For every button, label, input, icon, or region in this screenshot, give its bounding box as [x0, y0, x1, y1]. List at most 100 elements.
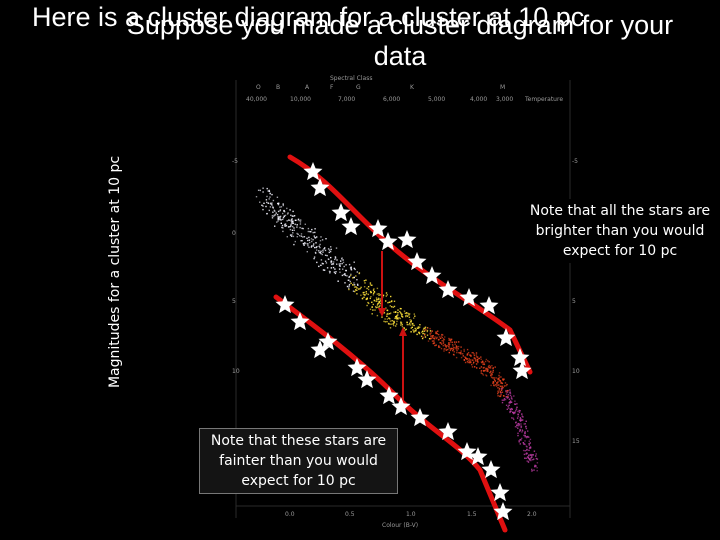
cluster-star-point: [408, 314, 410, 316]
cluster-star-point: [482, 374, 485, 376]
cluster-star-point: [328, 249, 331, 251]
cluster-star-point: [427, 327, 429, 329]
star-marker-icon: [422, 266, 442, 285]
cluster-star-point: [474, 357, 476, 360]
cluster-star-point: [467, 352, 470, 354]
cluster-star-point: [518, 430, 521, 432]
brighter-arrow: [378, 251, 386, 317]
cluster-star-point: [468, 359, 470, 362]
cluster-star-point: [439, 346, 441, 348]
cluster-star-point: [430, 337, 432, 340]
cluster-star-point: [400, 314, 403, 316]
cluster-star-point: [284, 223, 286, 226]
cluster-star-point: [529, 438, 532, 441]
cluster-star-point: [334, 258, 336, 261]
cluster-star-point: [353, 286, 356, 288]
x-tick: 0.0: [285, 511, 295, 518]
temperature-value: 6,000: [383, 96, 400, 103]
cluster-star-point: [487, 368, 489, 370]
cluster-star-point: [503, 399, 505, 401]
cluster-star-point: [466, 354, 468, 356]
cluster-star-point: [454, 343, 456, 345]
cluster-star-point: [493, 378, 496, 381]
cluster-star-point: [515, 410, 517, 412]
cluster-star-point: [306, 237, 308, 239]
cluster-star-point: [509, 391, 511, 393]
cluster-star-point: [433, 338, 436, 340]
cluster-star-point: [330, 246, 332, 248]
cluster-star-point: [515, 421, 517, 423]
cluster-star-point: [436, 336, 438, 339]
cluster-star-point: [536, 458, 539, 460]
cluster-star-point: [282, 212, 284, 215]
cluster-star-point: [285, 224, 288, 227]
cluster-star-point: [506, 391, 509, 393]
cluster-star-point: [500, 381, 502, 384]
cluster-star-point: [272, 206, 274, 208]
left-tick: 0: [232, 230, 236, 237]
cluster-star-point: [500, 394, 502, 396]
cluster-star-point: [523, 434, 525, 437]
cluster-star-point: [534, 464, 536, 467]
cluster-star-point: [534, 465, 536, 467]
cluster-star-point: [483, 363, 486, 366]
cluster-star-point: [441, 333, 443, 336]
cluster-star-point: [312, 231, 314, 234]
cluster-star-point: [518, 424, 520, 426]
cluster-star-point: [397, 312, 399, 314]
cluster-star-point: [514, 400, 516, 402]
cluster-star-point: [480, 370, 482, 372]
cluster-star-point: [522, 416, 524, 418]
cluster-star-point: [526, 449, 528, 451]
cluster-star-point: [497, 390, 499, 392]
cluster-star-point: [379, 301, 381, 303]
cluster-star-point: [430, 335, 432, 337]
cluster-star-point: [286, 220, 288, 222]
cluster-star-point: [503, 398, 506, 400]
cluster-star-point: [322, 269, 325, 271]
cluster-star-point: [279, 210, 281, 212]
cluster-star-point: [324, 260, 327, 262]
cluster-star-point: [371, 284, 373, 286]
cluster-star-point: [502, 386, 505, 389]
cluster-star-point: [371, 313, 373, 315]
cluster-star-point: [300, 219, 302, 221]
cluster-star-point: [505, 385, 507, 387]
cluster-star-point: [443, 339, 446, 341]
cluster-star-point: [339, 271, 341, 273]
cluster-star-point: [369, 282, 372, 284]
right-tick: 10: [572, 368, 580, 375]
cluster-star-point: [266, 187, 268, 190]
cluster-star-point: [331, 263, 333, 266]
cluster-star-point: [441, 343, 443, 345]
cluster-star-point: [356, 271, 358, 273]
cluster-star-point: [356, 293, 358, 295]
cluster-star-point: [449, 338, 451, 340]
cluster-star-point: [454, 347, 457, 349]
cluster-star-point: [423, 327, 425, 330]
cluster-star-point: [310, 231, 312, 233]
cluster-star-point: [356, 279, 358, 281]
cluster-star-point: [343, 265, 345, 268]
cluster-star-point: [400, 308, 402, 310]
cluster-star-point: [465, 357, 467, 359]
cluster-star-point: [389, 305, 391, 307]
cluster-star-point: [475, 363, 478, 365]
cluster-star-point: [474, 366, 476, 368]
cluster-star-point: [456, 349, 458, 352]
cluster-star-point: [473, 354, 476, 357]
cluster-star-point: [499, 380, 501, 382]
cluster-star-point: [266, 201, 268, 204]
cluster-star-point: [332, 263, 335, 265]
cluster-star-point: [363, 286, 366, 288]
cluster-star-point: [422, 330, 424, 332]
cluster-star-point: [519, 443, 521, 445]
cluster-star-point: [412, 322, 414, 325]
cluster-star-point: [511, 417, 513, 419]
star-marker-icon: [493, 502, 513, 521]
cluster-star-point: [509, 389, 511, 391]
cluster-star-point: [455, 348, 458, 350]
cluster-star-point: [535, 453, 537, 455]
cluster-star-point: [498, 384, 500, 386]
cluster-star-point: [471, 364, 473, 366]
